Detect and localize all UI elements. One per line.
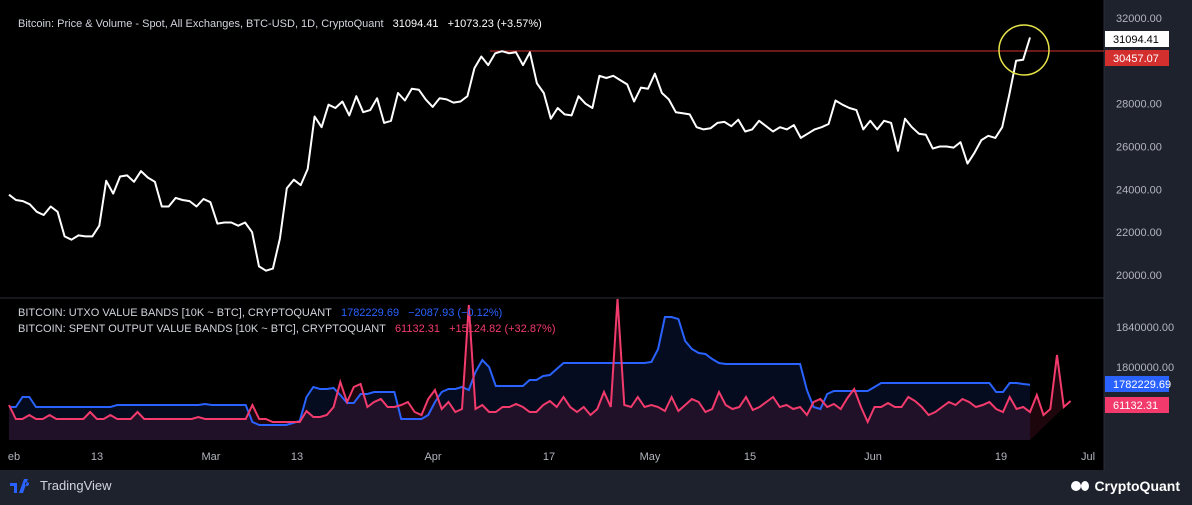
spent-legend-value: 61132.31 [394, 323, 441, 335]
utxo-last-tag: 1782229.69 [1105, 376, 1171, 392]
y-axis: 32000.0030000.0028000.0026000.0024000.00… [1105, 13, 1174, 413]
x-tick-label: May [640, 451, 661, 463]
spent-area [9, 299, 1071, 440]
spent-line [8, 298, 1072, 425]
x-tick-label: Apr [424, 451, 441, 463]
utxo-area [9, 317, 1030, 440]
price-tick-label: 20000.00 [1116, 270, 1162, 282]
price-last-tag-text: 31094.41 [1113, 34, 1159, 46]
tradingview-icon [10, 478, 30, 493]
x-tick-label: 19 [995, 451, 1007, 463]
utxo-legend-change: −2087.93 (−0.12%) [408, 307, 503, 319]
indicator-tick-label: 1800000.00 [1116, 362, 1174, 374]
x-tick-label: 15 [744, 451, 756, 463]
price-tick-label: 32000.00 [1116, 13, 1162, 25]
price-line-tag-text: 30457.07 [1113, 53, 1159, 65]
tradingview-logo[interactable]: TradingView [10, 478, 112, 493]
price-legend: Bitcoin: Price & Volume - Spot, All Exch… [18, 18, 548, 30]
x-tick-label: Mar [202, 451, 221, 463]
x-tick-label: Jun [864, 451, 882, 463]
spent-last-tag-bg [1105, 397, 1169, 413]
x-tick-label: Jul [1081, 451, 1095, 463]
price-line-tag: 30457.07 [1105, 50, 1169, 66]
utxo-last-tag-bg [1105, 376, 1169, 392]
price-legend-title: Bitcoin: Price & Volume - Spot, All Exch… [18, 18, 384, 30]
utxo-legend: BITCOIN: UTXO VALUE BANDS [10K ~ BTC], C… [18, 307, 508, 319]
x-tick-label: eb [8, 451, 20, 463]
x-tick-label: 13 [291, 451, 303, 463]
price-line [8, 37, 1031, 272]
price-pane [8, 24, 1104, 272]
spent-legend: BITCOIN: SPENT OUTPUT VALUE BANDS [10K ~… [18, 323, 562, 335]
spent-last-tag-text: 61132.31 [1113, 400, 1158, 412]
cryptoquant-icon [1071, 481, 1090, 491]
cryptoquant-logo[interactable]: CryptoQuant [1071, 478, 1180, 494]
price-line-tag-bg [1105, 50, 1169, 66]
x-tick-label: 13 [91, 451, 103, 463]
utxo-legend-value: 1782229.69 [340, 307, 400, 319]
tradingview-label: TradingView [40, 478, 112, 493]
price-tick-label: 24000.00 [1116, 184, 1162, 196]
x-tick-label: 17 [543, 451, 555, 463]
plot-background [0, 0, 1104, 470]
price-last-tag-bg [1105, 31, 1169, 47]
x-axis: eb 13 Mar 13 Apr 17 May 15 Jun 19 Jul [8, 451, 1095, 463]
price-tick-label: 22000.00 [1116, 227, 1162, 239]
indicator-tick-label: 1840000.00 [1116, 322, 1174, 334]
spent-legend-title: BITCOIN: SPENT OUTPUT VALUE BANDS [10K ~… [18, 323, 386, 335]
spent-legend-change: +15124.82 (+32.87%) [449, 323, 556, 335]
price-legend-value: 31094.41 [392, 18, 439, 30]
spent-last-tag: 61132.31 [1105, 397, 1169, 413]
price-last-tag: 31094.41 [1105, 31, 1169, 47]
price-legend-change: +1073.23 (+3.57%) [447, 18, 542, 30]
price-tick-label: 28000.00 [1116, 99, 1162, 111]
utxo-last-tag-text: 1782229.69 [1113, 379, 1171, 391]
price-tick-label: 26000.00 [1116, 142, 1162, 154]
utxo-line [9, 316, 1031, 426]
indicator-pane [8, 298, 1072, 440]
highlight-circle [998, 24, 1050, 76]
utxo-legend-title: BITCOIN: UTXO VALUE BANDS [10K ~ BTC], C… [18, 307, 332, 319]
cryptoquant-label: CryptoQuant [1094, 478, 1180, 494]
